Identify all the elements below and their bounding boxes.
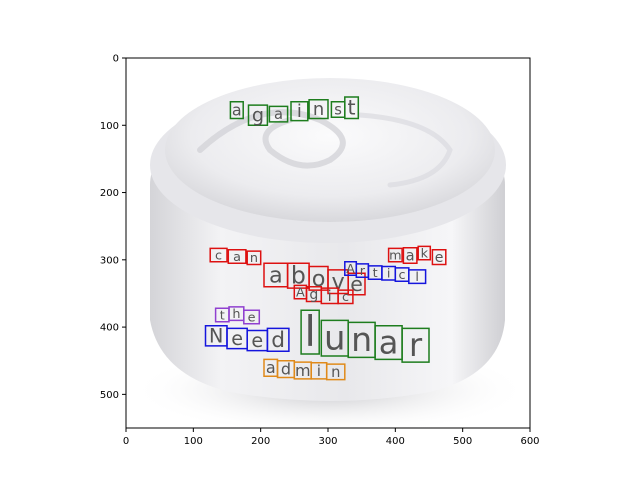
char-bbox — [214, 307, 230, 323]
char-bbox — [417, 245, 432, 261]
word-char: c — [342, 290, 349, 305]
char-bbox — [387, 247, 403, 263]
word-char: d — [281, 360, 291, 379]
char-bbox — [344, 96, 360, 120]
x-tick-label: 300 — [318, 436, 337, 447]
word-char: n — [250, 251, 258, 266]
char-bbox — [347, 272, 366, 296]
word-char: a — [269, 262, 283, 288]
word-char: a — [233, 250, 241, 265]
word-char: t — [373, 266, 378, 281]
y-tick-label: 400 — [100, 323, 119, 334]
word-char: t — [348, 96, 356, 120]
char-bbox — [246, 250, 262, 266]
word-char: a — [232, 101, 242, 120]
word-char: i — [328, 288, 332, 305]
char-bbox — [227, 248, 247, 264]
word-char: i — [387, 267, 391, 282]
word-char: N — [209, 324, 223, 347]
x-tick-label: 400 — [386, 436, 405, 447]
background-image — [130, 78, 530, 428]
char-bbox — [209, 247, 228, 263]
word-char: s — [334, 101, 342, 118]
x-axis: 0 100 200 300 400 500 600 — [123, 428, 540, 447]
word-char: A — [296, 285, 305, 300]
word-char: e — [248, 310, 256, 325]
word-char: d — [271, 328, 285, 353]
word-char: n — [351, 320, 372, 359]
word-char: a — [266, 358, 276, 377]
y-axis: 0 100 200 300 400 500 — [100, 54, 126, 401]
word-annotations: a g a i n s tc a n m a k ea b o v eA r t i c lA g i ct h eN e e d l u n a… — [204, 96, 447, 381]
word-char: o — [312, 266, 326, 292]
word-char: u — [324, 319, 345, 358]
word-char: l — [304, 307, 316, 356]
cream-surface — [165, 78, 495, 222]
word-char: n — [313, 99, 324, 120]
word-char: m — [295, 361, 311, 380]
char-bbox — [229, 100, 244, 120]
char-bbox — [300, 309, 320, 355]
y-tick-label: 300 — [100, 255, 119, 266]
word-char: t — [220, 308, 225, 323]
char-bbox — [290, 100, 309, 122]
word-char: m — [389, 248, 401, 263]
word-char: b — [291, 262, 306, 290]
x-tick-label: 500 — [453, 436, 472, 447]
word-char: i — [297, 101, 302, 122]
word-char: r — [409, 326, 423, 364]
word-char: n — [331, 364, 340, 381]
x-tick-label: 200 — [251, 436, 270, 447]
char-bbox — [337, 289, 354, 305]
x-tick-label: 100 — [184, 436, 203, 447]
char-bbox — [408, 269, 427, 285]
word-char: g — [309, 287, 318, 303]
x-tick-label: 0 — [123, 436, 129, 447]
word-char: l — [415, 270, 419, 285]
word-char: r — [360, 264, 366, 279]
word-char: c — [399, 268, 406, 283]
word-char: i — [317, 362, 321, 380]
word-char: a — [379, 323, 399, 361]
word-char: c — [215, 248, 222, 263]
char-bbox — [402, 246, 418, 264]
char-bbox — [308, 98, 329, 120]
y-tick-label: 200 — [100, 188, 119, 199]
y-tick-label: 100 — [100, 121, 119, 132]
cream-swirl-2 — [357, 112, 453, 188]
char-bbox — [266, 327, 290, 353]
word-char: e — [231, 327, 243, 350]
word-char: A — [346, 262, 355, 277]
word-char: a — [406, 247, 415, 264]
x-tick-label: 600 — [520, 436, 539, 447]
char-bbox — [325, 363, 346, 381]
word-char: h — [232, 307, 240, 322]
char-bbox — [243, 309, 261, 325]
word-char: e — [251, 329, 263, 352]
char-bbox — [247, 104, 269, 127]
char-bbox — [431, 248, 447, 266]
y-tick-label: 500 — [100, 390, 119, 401]
y-tick-label: 0 — [113, 54, 119, 65]
char-bbox — [401, 327, 430, 363]
word-char: a — [274, 106, 283, 123]
word-char: k — [421, 246, 429, 261]
char-bbox — [268, 105, 289, 123]
word-char: g — [252, 104, 264, 127]
word-char: e — [435, 250, 444, 266]
